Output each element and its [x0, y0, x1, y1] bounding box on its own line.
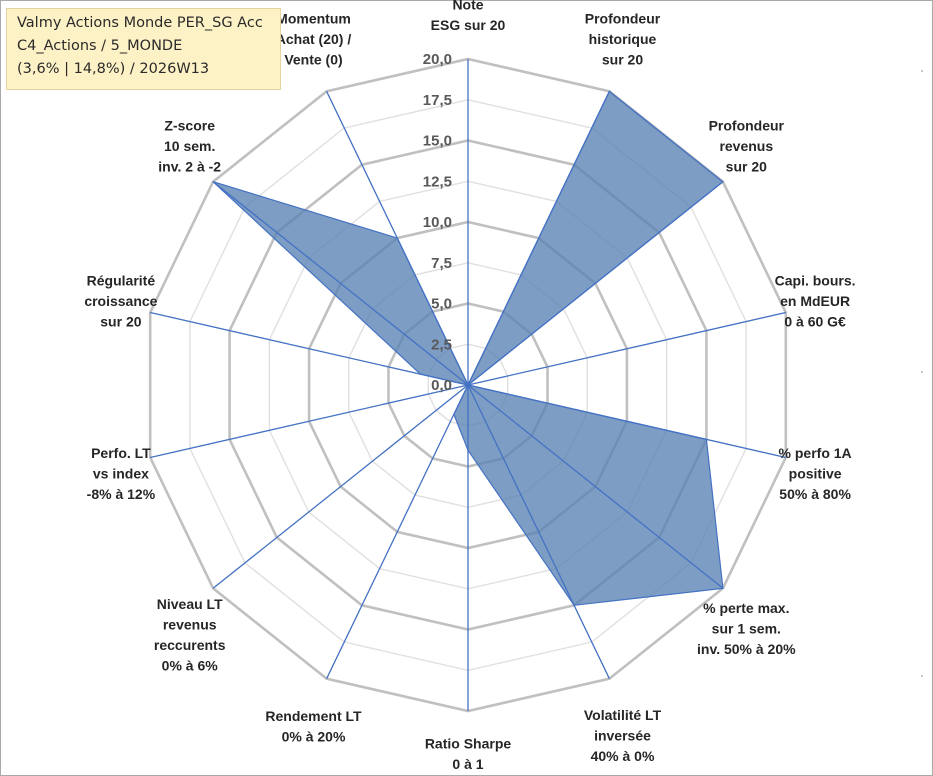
tick-label: 17,5	[423, 92, 452, 109]
spoke-9	[212, 384, 469, 589]
axis-label-7: Ratio Sharpe 0 à 1	[425, 736, 512, 773]
axis-label-8: Rendement LT 0% à 20%	[265, 708, 362, 745]
axis-label-line: revenus	[719, 138, 773, 154]
axis-label-line: % perte max.	[703, 600, 789, 616]
axis-label-line: en MdEUR	[780, 293, 850, 309]
axis-label-line: croissance	[84, 293, 157, 309]
axis-label-line: sur 20	[100, 314, 141, 330]
spoke-13	[326, 91, 469, 386]
edge-markers	[921, 70, 923, 677]
axis-label-1: Profondeur historique sur 20	[585, 10, 661, 67]
axis-label-3: Capi. bours. en MdEUR 0 à 60 G€	[775, 273, 856, 330]
axis-label-line: reccurents	[154, 637, 226, 653]
tick-label: 15,0	[423, 133, 452, 150]
axis-label-line: -8% à 12%	[87, 486, 156, 502]
axis-label-line: Profondeur	[585, 10, 661, 26]
axis-label-line: Régularité	[87, 273, 156, 289]
axis-label-line: 40% à 0%	[591, 748, 655, 764]
axis-label-line: historique	[589, 31, 657, 47]
axis-label-line: Note	[452, 0, 483, 13]
axis-label-line: 0% à 6%	[162, 658, 219, 674]
tick-label: 7,5	[431, 255, 452, 272]
axis-label-line: Capi. bours.	[775, 273, 856, 289]
axis-label-line: 50% à 80%	[779, 486, 851, 502]
axis-label-line: ESG sur 20	[431, 17, 506, 33]
axis-label-line: inv. 2 à -2	[158, 159, 221, 175]
axis-label-line: Rendement LT	[265, 708, 362, 724]
axis-label-line: vs index	[93, 465, 149, 481]
axis-label-line: 10 sem.	[164, 138, 215, 154]
axis-label-line: Z-score	[164, 118, 215, 134]
tick-label: 20,0	[423, 51, 452, 68]
spoke-3	[467, 311, 786, 386]
tick-label: 0,0	[431, 377, 452, 394]
axis-label-4: % perfo 1A positive 50% à 80%	[779, 445, 852, 502]
axis-label-0: Note ESG sur 20	[431, 0, 506, 33]
fund-category: C4_Actions / 5_MONDE	[17, 38, 183, 54]
axis-label-line: sur 20	[602, 51, 643, 67]
axis-label-9: Niveau LT revenus reccurents 0% à 6%	[154, 596, 226, 674]
axis-label-line: inv. 50% à 20%	[697, 641, 796, 657]
spoke-10	[150, 384, 469, 459]
radar-spokes	[150, 59, 786, 711]
spoke-12	[212, 181, 469, 386]
tick-label: 5,0	[431, 296, 452, 313]
spoke-2	[467, 181, 724, 386]
axis-label-line: sur 1 sem.	[712, 620, 781, 636]
tick-label: 2,5	[431, 336, 452, 353]
axis-label-line: 0% à 20%	[282, 729, 346, 745]
axis-label-6: Volatilité LT inversée 40% à 0%	[584, 707, 662, 764]
axis-label-line: Momentum	[276, 10, 351, 26]
axis-label-line: % perfo 1A	[779, 445, 852, 461]
axis-label-line: sur 20	[726, 159, 767, 175]
fund-name: Valmy Actions Monde PER_SG Acc	[17, 15, 263, 31]
axis-label-2: Profondeur revenus sur 20	[709, 118, 785, 175]
axis-label-5: % perte max. sur 1 sem. inv. 50% à 20%	[697, 600, 796, 657]
axis-label-line: revenus	[163, 617, 217, 633]
spoke-6	[467, 384, 610, 679]
axis-label-line: Niveau LT	[157, 596, 223, 612]
axis-label-10: Perfo. LT vs index -8% à 12%	[87, 445, 156, 502]
spoke-8	[326, 384, 469, 679]
tick-label: 10,0	[423, 214, 452, 231]
axis-label-11: Régularité croissance sur 20	[84, 273, 157, 330]
fund-stats: (3,6% | 14,8%) / 2026W13	[17, 61, 210, 77]
axis-label-line: Volatilité LT	[584, 707, 662, 723]
radar-tick-labels: 0,0 2,5 5,0 7,5 10,0 12,5 15,0 17,5 20,0	[423, 51, 452, 394]
axis-label-line: Vente (0)	[284, 51, 342, 67]
spoke-4	[467, 384, 786, 459]
spoke-11	[150, 311, 469, 386]
axis-label-line: 0 à 60 G€	[784, 314, 846, 330]
spoke-1	[467, 91, 610, 386]
axis-label-line: Perfo. LT	[91, 445, 151, 461]
axis-label-line: 0 à 1	[452, 756, 483, 772]
axis-label-line: inversée	[594, 728, 651, 744]
axis-label-line: Achat (20) /	[276, 31, 352, 47]
axis-label-12: Z-score 10 sem. inv. 2 à -2	[158, 118, 221, 175]
axis-label-line: Ratio Sharpe	[425, 736, 512, 752]
axis-label-line: positive	[789, 465, 842, 481]
radar-axis-labels: Note ESG sur 20 Profondeur historique sur 20…	[84, 0, 855, 772]
tick-label: 12,5	[423, 173, 452, 190]
axis-label-13: Momentum Achat (20) / Vente (0)	[276, 10, 352, 67]
fund-info-box: Valmy Actions Monde PER_SG Acc C4_Action…	[6, 8, 281, 90]
spoke-5	[467, 384, 724, 589]
axis-label-line: Profondeur	[709, 118, 785, 134]
